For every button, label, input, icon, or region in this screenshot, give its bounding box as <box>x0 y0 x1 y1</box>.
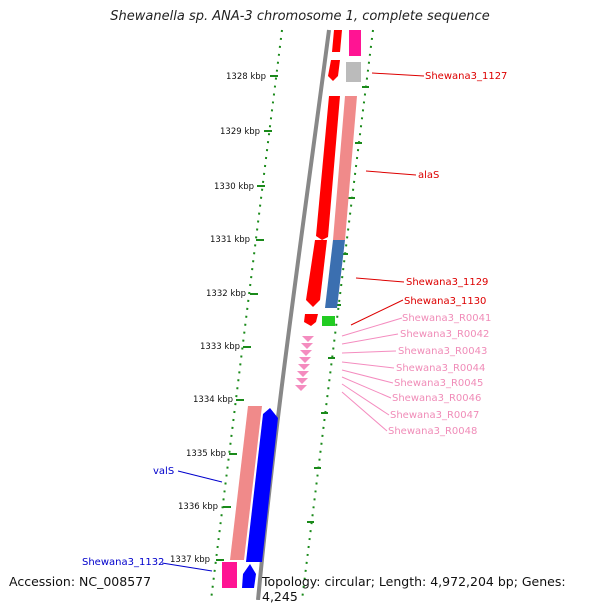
tick-label-1336: 1336 kbp <box>178 502 218 512</box>
feature-vals-light <box>230 406 262 560</box>
leader-r0047 <box>341 383 390 416</box>
trna-0041 <box>302 336 314 342</box>
trna-0048 <box>295 385 307 391</box>
trna-0043 <box>300 350 312 356</box>
gene-label-alas: alaS <box>418 170 439 181</box>
trna-0047 <box>296 378 308 384</box>
leader-alas <box>365 170 417 176</box>
feature-1132-blue <box>242 564 256 588</box>
leader-r0046 <box>341 376 392 399</box>
gene-label-r0046: Shewana3_R0046 <box>392 393 481 404</box>
trna-0046 <box>297 371 309 377</box>
gene-label-r0044: Shewana3_R0044 <box>396 363 485 374</box>
feature-1130-red <box>304 314 318 326</box>
feature-small-red-arrow <box>328 60 340 81</box>
leader-1129 <box>355 277 405 283</box>
tick-label-1331: 1331 kbp <box>210 235 250 245</box>
leader-r0043 <box>341 350 397 354</box>
leader-r0048 <box>341 391 388 432</box>
trna-0042 <box>301 343 313 349</box>
tick-label-1337: 1337 kbp <box>170 555 210 565</box>
trna-0044 <box>299 357 311 363</box>
leader-r0042 <box>341 333 399 345</box>
leader-r0041 <box>341 317 403 337</box>
tick-label-1334: 1334 kbp <box>193 395 233 405</box>
leader-1127 <box>371 72 425 77</box>
tick-label-1335: 1335 kbp <box>186 449 226 459</box>
gene-label-1129: Shewana3_1129 <box>406 277 488 288</box>
feature-green <box>322 316 335 326</box>
tick-label-1332: 1332 kbp <box>206 289 246 299</box>
gene-label-1130: Shewana3_1130 <box>404 296 486 307</box>
accession-text: Accession: NC_008577 <box>9 574 152 589</box>
gene-label-r0048: Shewana3_R0048 <box>388 426 477 437</box>
ticks <box>216 75 278 561</box>
tick-label-1330: 1330 kbp <box>214 182 254 192</box>
tick-label-1329: 1329 kbp <box>220 127 260 137</box>
gene-label-1132: Shewana3_1132 <box>82 557 164 568</box>
tick-label-1328: 1328 kbp <box>226 72 266 82</box>
feature-1132-pink <box>222 562 237 588</box>
leader-vals <box>177 470 223 483</box>
gene-label-vals: valS <box>153 466 174 477</box>
gene-label-r0045: Shewana3_R0045 <box>394 378 483 389</box>
feature-grey-gene <box>346 62 361 82</box>
leader-r0044 <box>341 361 395 369</box>
trna-cluster <box>295 336 314 391</box>
gene-label-r0041: Shewana3_R0041 <box>402 313 491 324</box>
feature-rna-top <box>349 30 361 56</box>
gene-label-r0043: Shewana3_R0043 <box>398 346 487 357</box>
leader-r0045 <box>341 369 394 384</box>
trna-0045 <box>298 364 310 370</box>
feature-1129-blue <box>325 240 345 308</box>
gene-label-r0047: Shewana3_R0047 <box>390 410 479 421</box>
tick-label-1333: 1333 kbp <box>200 342 240 352</box>
gene-label-r0042: Shewana3_R0042 <box>400 329 489 340</box>
leader-1130 <box>350 299 404 326</box>
leader-lines <box>161 72 425 572</box>
feature-alas-red <box>316 96 340 240</box>
map-title: Shewanella sp. ANA-3 chromosome 1, compl… <box>110 9 490 24</box>
feature-1129-red <box>306 240 327 307</box>
ticks-inner <box>307 86 369 523</box>
feature-red-top <box>332 30 342 52</box>
feature-vals-blue <box>246 408 278 562</box>
gene-label-1127: Shewana3_1127 <box>425 71 507 82</box>
leader-1132 <box>161 562 213 572</box>
feature-alas-light <box>333 96 357 240</box>
